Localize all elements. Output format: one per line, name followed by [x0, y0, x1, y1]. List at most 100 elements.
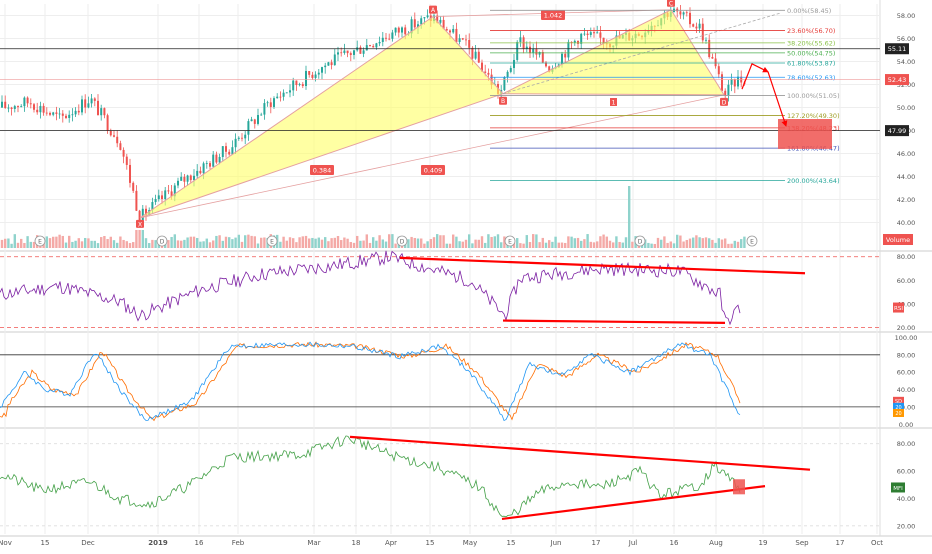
- harmonic-point-bg: [136, 219, 144, 228]
- candle-body: [519, 37, 522, 42]
- candle-body: [26, 97, 29, 104]
- candle-body: [244, 134, 247, 139]
- volume-bar: [346, 238, 349, 248]
- candle-body: [570, 41, 573, 43]
- price-tick-label: 44.00: [897, 173, 916, 181]
- event-marker-circle: [34, 235, 46, 247]
- volume-bar: [212, 240, 215, 248]
- candle-body: [247, 121, 250, 135]
- candle-body: [113, 135, 115, 137]
- volume-bar: [621, 242, 624, 248]
- fib-levels: 0.00%(58.45) 23.60%(56.70) 38.20%(55.62) 50…: [490, 7, 840, 185]
- volume-bar: [247, 234, 250, 248]
- volume-bar: [573, 238, 576, 248]
- rsi-tag-bg: [893, 302, 904, 313]
- candle-body: [253, 119, 256, 124]
- volume-bar: [90, 240, 93, 248]
- candle-body: [1, 101, 3, 108]
- stoch-tick-label: 20.00: [897, 403, 916, 411]
- candle-body: [545, 62, 547, 67]
- volume-bar: [384, 241, 388, 248]
- candle-body: [337, 52, 339, 55]
- candle-body: [68, 114, 71, 118]
- volume-bar: [119, 236, 122, 248]
- event-marker-circle: [634, 235, 646, 247]
- volume-bar: [736, 241, 740, 248]
- volume-bar: [445, 243, 448, 248]
- event-marker-circle: [746, 235, 758, 247]
- volume-bar: [112, 240, 116, 248]
- candle-body: [161, 195, 163, 200]
- volume-bar: [170, 236, 173, 248]
- volume-label: Volume: [883, 234, 913, 245]
- volume-bar: [103, 236, 106, 248]
- candle-body: [369, 45, 371, 47]
- volume-bar: [500, 242, 503, 248]
- harmonic-ratio: 0.409: [421, 165, 445, 175]
- volume-bar: [672, 243, 676, 248]
- candle-body: [100, 108, 103, 116]
- mfi-tick-label: 80.00: [897, 440, 916, 448]
- volume-bar: [285, 240, 288, 248]
- candle-body: [417, 24, 419, 28]
- candle-body: [250, 119, 253, 122]
- volume-bar: [336, 236, 340, 248]
- volume-bar: [394, 243, 397, 248]
- candle-body: [420, 18, 423, 25]
- volume-bar: [541, 237, 544, 248]
- volume-bar: [224, 236, 228, 248]
- volume-bar: [365, 234, 368, 248]
- candle-body: [471, 47, 474, 59]
- candle-body: [279, 96, 282, 98]
- event-marker-circle: [504, 235, 516, 247]
- price-tick-label: 46.00: [897, 150, 916, 158]
- volume-bar: [199, 241, 202, 248]
- volume-bar: [324, 237, 327, 248]
- volume-bar: [192, 236, 196, 248]
- volume-bar: [205, 238, 208, 248]
- rsi-tag-text: RSI: [894, 306, 903, 312]
- volume-bar: [612, 242, 615, 248]
- volume-bar: [144, 238, 148, 248]
- candle-body: [593, 32, 595, 34]
- volume-bar: [180, 240, 183, 248]
- candle-body: [321, 67, 323, 73]
- time-tick-label: Aug: [709, 539, 723, 547]
- candle-body: [353, 50, 355, 55]
- candle-body: [93, 98, 96, 101]
- volume-bar: [109, 236, 112, 248]
- volume-bar: [432, 237, 436, 248]
- volume-bar: [599, 236, 602, 248]
- fib-level-label: 200.00%(43.64): [787, 177, 840, 185]
- time-tick-label: 16: [670, 539, 679, 547]
- aux-label-text: 1: [612, 100, 616, 107]
- harmonic-point-label: C: [669, 0, 673, 7]
- volume-bar: [55, 236, 58, 248]
- volume-bar: [436, 234, 439, 248]
- candle-body: [42, 105, 45, 113]
- volume-bar: [327, 241, 330, 248]
- candle-body: [439, 19, 442, 23]
- volume-bar: [314, 238, 317, 248]
- candle-body: [177, 180, 179, 186]
- volume-bar: [583, 239, 586, 248]
- volume-bar: [458, 241, 461, 248]
- volume-bar: [378, 235, 381, 248]
- candle-body: [455, 28, 458, 43]
- volume-bar: [404, 243, 407, 248]
- stoch-value-tag: 20: [893, 402, 904, 411]
- mfi-value-tag: MFI: [891, 482, 905, 493]
- volume-bar: [663, 236, 666, 248]
- volume-bar: [695, 235, 698, 248]
- aux-label: 1: [610, 98, 617, 107]
- volume-bar: [474, 239, 477, 248]
- volume-bar: [52, 236, 55, 248]
- time-tick-label: Nov: [0, 539, 12, 547]
- volume-bar: [10, 243, 13, 248]
- rsi-tick-label: 40.00: [897, 301, 916, 309]
- price-axis-label: 47.99: [885, 125, 909, 137]
- candle-body: [484, 71, 487, 73]
- volume-bar: [548, 240, 551, 248]
- harmonic-bc-extension: [502, 12, 781, 95]
